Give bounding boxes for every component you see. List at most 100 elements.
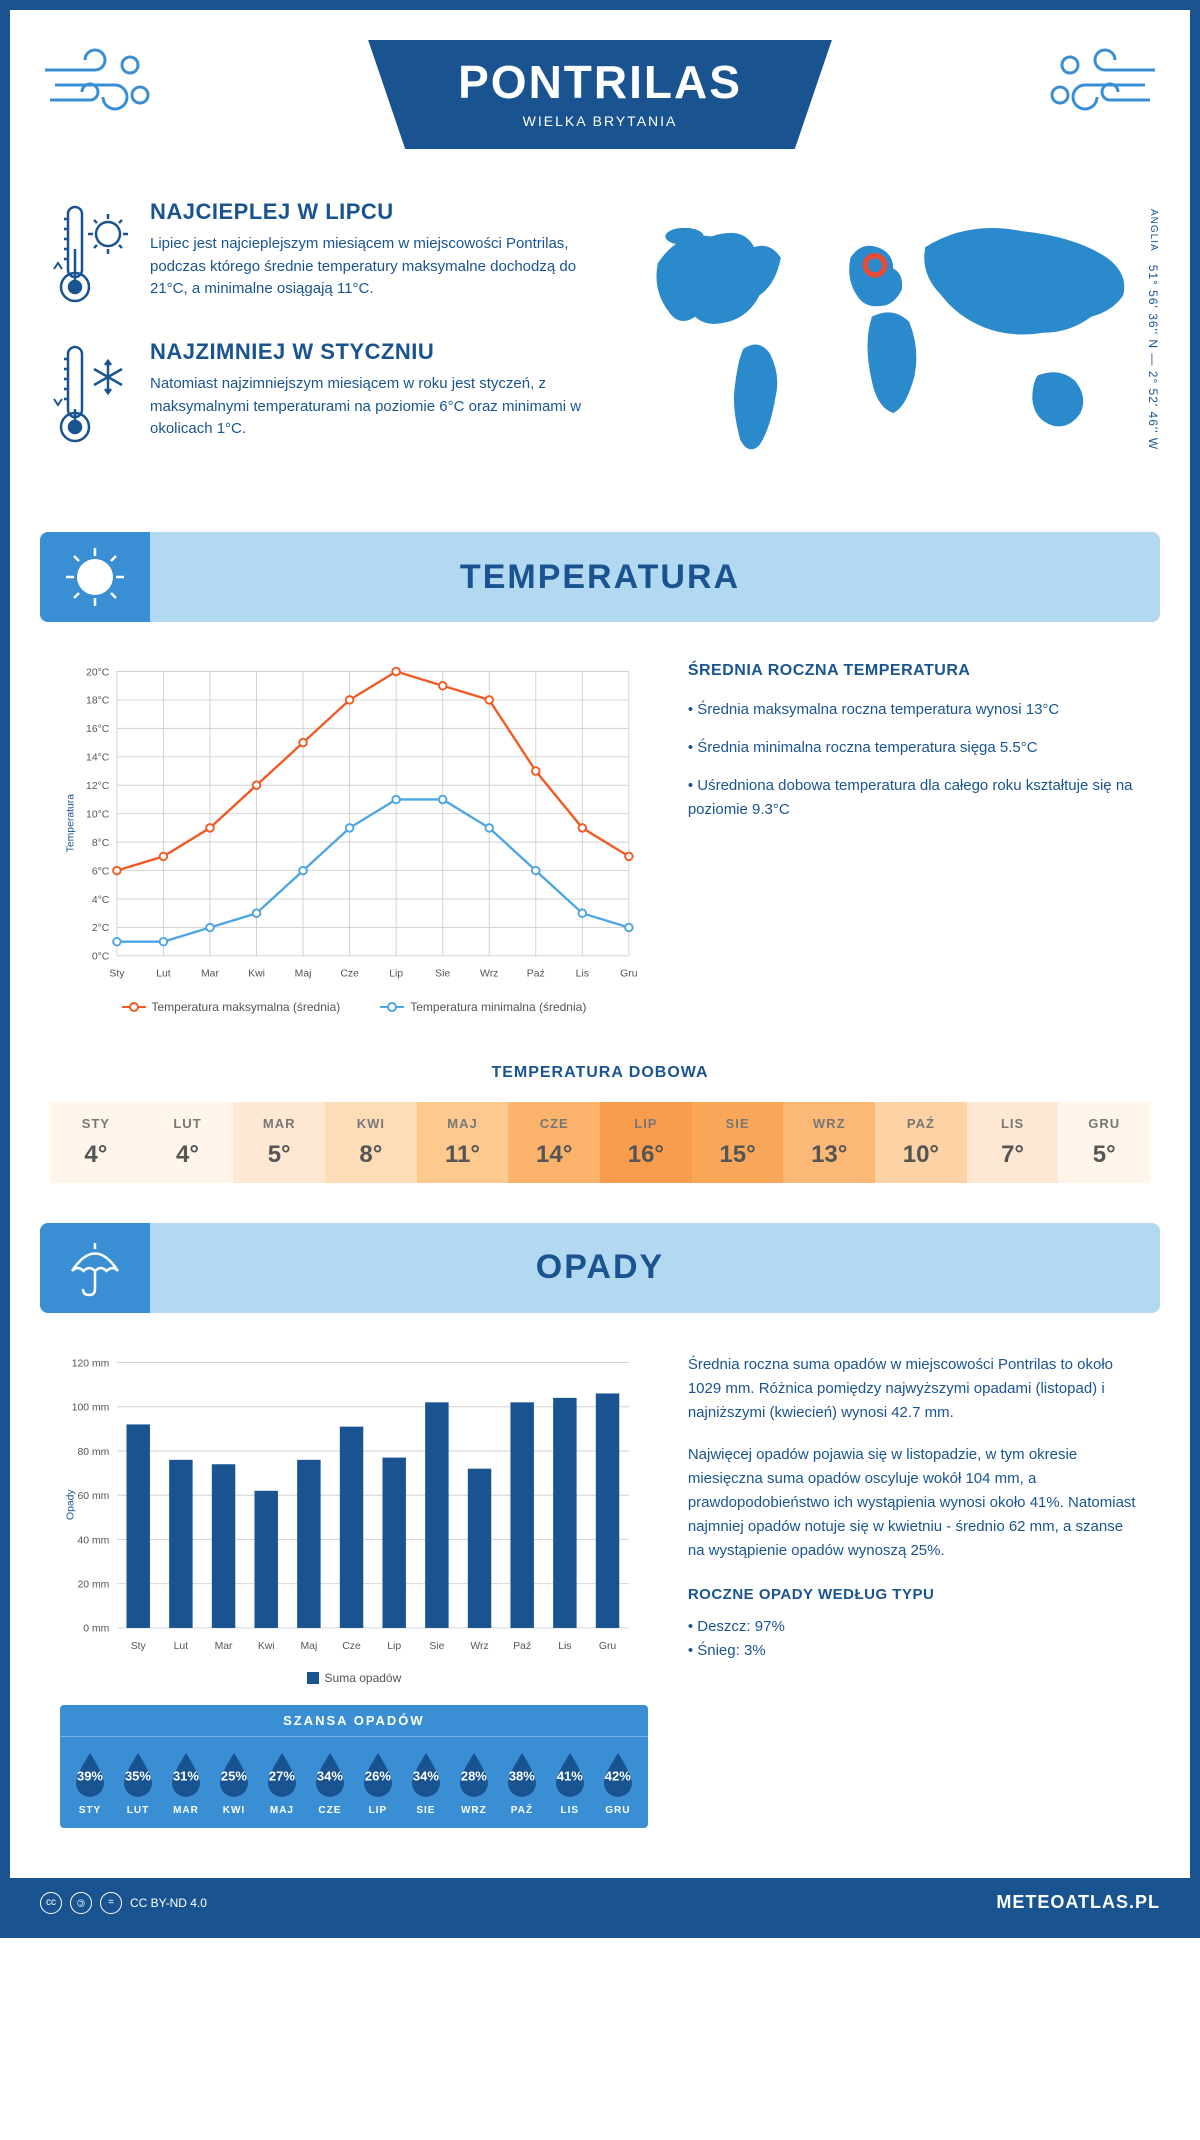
site-name: METEOATLAS.PL [996,1892,1160,1913]
temp-value: 5° [233,1141,325,1169]
daily-temp-row: STY4°LUT4°MAR5°KWI8°MAJ11°CZE14°LIP16°SI… [50,1102,1150,1183]
chance-value: 39% [77,1769,103,1784]
chance-cell: 35% LUT [114,1749,162,1816]
chance-title: SZANSA OPADÓW [60,1705,648,1737]
chance-cell: 25% KWI [210,1749,258,1816]
summary-bullet: • Średnia maksymalna roczna temperatura … [688,698,1140,722]
drop-icon: 25% [214,1749,254,1799]
cc-icon: cc [40,1892,62,1914]
month-label: LUT [114,1805,162,1816]
daily-cell: LIS7° [967,1102,1059,1183]
svg-text:6°C: 6°C [92,867,110,878]
month-label: GRU [594,1805,642,1816]
temp-value: 8° [325,1141,417,1169]
daily-cell: LIP16° [600,1102,692,1183]
month-label: LIP [354,1805,402,1816]
title-banner: PONTRILAS WIELKA BRYTANIA [368,40,832,149]
chance-cell: 38% PAŹ [498,1749,546,1816]
map-column: ANGLIA 51° 56' 36'' N — 2° 52' 46'' W [615,199,1150,482]
svg-text:20°C: 20°C [86,667,110,678]
temp-value: 15° [692,1141,784,1169]
svg-text:Maj: Maj [300,1640,317,1651]
month-label: LIS [967,1116,1059,1131]
world-map [615,199,1150,477]
svg-text:Paź: Paź [513,1640,531,1651]
daily-cell: PAŹ10° [875,1102,967,1183]
svg-text:Lut: Lut [174,1640,189,1651]
drop-icon: 35% [118,1749,158,1799]
drop-icon: 31% [166,1749,206,1799]
chance-cell: 27% MAJ [258,1749,306,1816]
temp-value: 10° [875,1141,967,1169]
month-label: SIE [402,1805,450,1816]
month-label: WRZ [783,1116,875,1131]
svg-text:Cze: Cze [342,1640,361,1651]
facts-column: NAJCIEPLEJ W LIPCU Lipiec jest najcieple… [50,199,585,482]
svg-text:0 mm: 0 mm [83,1623,109,1634]
daily-cell: LUT 4° [142,1102,234,1183]
svg-text:Mar: Mar [201,969,219,980]
chance-value: 41% [557,1769,583,1784]
header: PONTRILAS WIELKA BRYTANIA [10,10,1190,189]
svg-text:2°C: 2°C [92,923,110,934]
drop-icon: 27% [262,1749,302,1799]
temp-value: 14° [508,1141,600,1169]
svg-text:120 mm: 120 mm [72,1358,110,1369]
month-label: WRZ [450,1805,498,1816]
legend-max: Temperatura maksymalna (średnia) [152,1000,341,1014]
precip-para: Średnia roczna suma opadów w miejscowośc… [688,1353,1140,1425]
month-label: PAŹ [498,1805,546,1816]
chance-value: 25% [221,1769,247,1784]
precip-bar-chart: 0 mm20 mm40 mm60 mm80 mm100 mm120 mmStyL… [60,1353,648,1656]
svg-text:40 mm: 40 mm [77,1535,109,1546]
temp-value: 5° [1058,1141,1150,1169]
svg-text:Paź: Paź [527,969,545,980]
intro-section: NAJCIEPLEJ W LIPCU Lipiec jest najcieple… [10,189,1190,512]
svg-text:Kwi: Kwi [258,1640,275,1651]
month-label: CZE [306,1805,354,1816]
daily-cell: WRZ13° [783,1102,875,1183]
temperature-chart: 0°C2°C4°C6°C8°C10°C12°C14°C16°C18°C20°CS… [60,662,648,1013]
svg-text:8°C: 8°C [92,838,110,849]
precip-body: 0 mm20 mm40 mm60 mm80 mm100 mm120 mmStyL… [10,1313,1190,1848]
svg-text:16°C: 16°C [86,724,110,735]
daily-cell: GRU 5° [1058,1102,1150,1183]
chance-value: 42% [605,1769,631,1784]
by-icon: 🄯 [70,1892,92,1914]
temp-value: 16° [600,1141,692,1169]
svg-text:20 mm: 20 mm [77,1579,109,1590]
fact-text: Natomiast najzimniejszym miesiącem w rok… [150,373,585,441]
svg-text:Gru: Gru [620,969,638,980]
svg-text:0°C: 0°C [92,952,110,963]
chance-cell: 26% LIP [354,1749,402,1816]
month-label: CZE [508,1116,600,1131]
svg-text:Temperatura: Temperatura [65,794,76,853]
precip-bytype-title: ROCZNE OPADY WEDŁUG TYPU [688,1583,1140,1607]
month-label: LUT [142,1116,234,1131]
page-title: PONTRILAS [458,55,742,109]
chance-value: 34% [413,1769,439,1784]
svg-text:Lip: Lip [387,1640,401,1651]
precip-legend: Suma opadów [60,1671,648,1685]
svg-text:18°C: 18°C [86,696,110,707]
daily-temp-title: TEMPERATURA DOBOWA [10,1064,1190,1082]
chance-value: 38% [509,1769,535,1784]
temperature-section-header: TEMPERATURA [40,532,1160,622]
svg-text:Maj: Maj [295,969,312,980]
svg-text:Lis: Lis [558,1640,571,1651]
svg-text:Mar: Mar [215,1640,233,1651]
summary-title: ŚREDNIA ROCZNA TEMPERATURA [688,662,1140,680]
month-label: GRU [1058,1116,1150,1131]
chance-band: SZANSA OPADÓW 39% STY 35% LUT 31% MAR 25… [60,1705,648,1828]
temp-legend: .legend-swatch[style*="f15a24"]::after{b… [60,1000,648,1014]
thermometer-snow-icon [50,339,130,449]
svg-text:Cze: Cze [340,969,359,980]
precip-para: Najwięcej opadów pojawia się w listopadz… [688,1443,1140,1563]
svg-text:Sty: Sty [131,1640,147,1651]
svg-text:4°C: 4°C [92,895,110,906]
chance-cell: 42% GRU [594,1749,642,1816]
month-label: STY [66,1805,114,1816]
temp-value: 4° [142,1141,234,1169]
chance-cell: 31% MAR [162,1749,210,1816]
chance-value: 28% [461,1769,487,1784]
